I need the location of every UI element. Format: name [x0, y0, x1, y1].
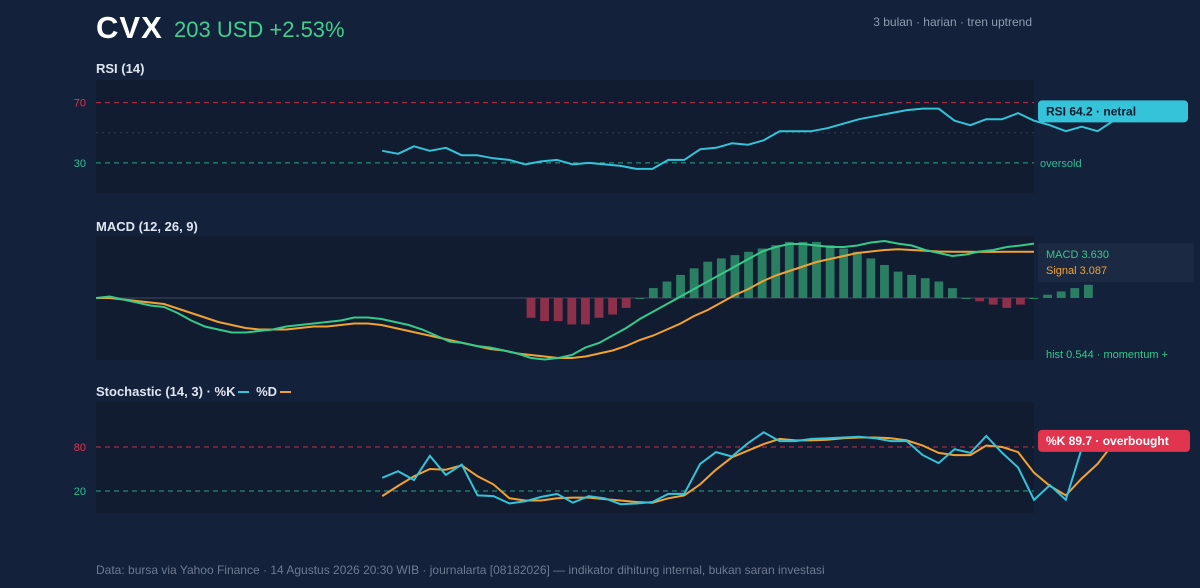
macd-histogram-bar — [635, 298, 645, 299]
stochastic-panel-title: Stochastic (14, 3) · %K %D — [96, 384, 294, 399]
macd-histogram-bar — [608, 298, 617, 315]
footer-source: Data: bursa via Yahoo Finance · 14 Agust… — [96, 563, 825, 577]
rsi-panel-bg — [96, 80, 1034, 193]
legend-d-label: %D — [256, 384, 278, 399]
macd-histogram-bar — [716, 258, 726, 298]
rsi-badge — [1038, 100, 1188, 123]
macd-histogram-bar — [648, 288, 658, 298]
macd-histogram-bar — [948, 288, 957, 298]
macd-histogram-bar — [771, 245, 781, 298]
macd-histogram-bar — [866, 258, 876, 298]
macd-histogram-bar — [1070, 288, 1080, 298]
macd-histogram-bar — [934, 281, 944, 298]
macd-histogram-bar — [621, 298, 631, 308]
signal-value-label: Signal 3.087 — [1046, 265, 1107, 277]
macd-histogram-bar — [580, 298, 590, 325]
macd-histogram-bar — [907, 274, 917, 298]
stochastic-panel-bg — [96, 402, 1034, 513]
stochastic-tick-20: 20 — [74, 486, 86, 498]
legend-k: %K — [215, 384, 253, 399]
macd-histogram-bar — [703, 261, 713, 298]
macd-value-label: MACD 3.630 — [1046, 249, 1109, 261]
macd-histogram-bar — [1015, 298, 1025, 305]
macd-line — [95, 239, 1035, 361]
macd-histogram-bar — [730, 255, 740, 298]
macd-histogram-bar — [1029, 298, 1039, 299]
macd-panel-title: MACD (12, 26, 9) — [96, 219, 198, 234]
macd-histogram-bar — [526, 298, 536, 318]
ticker-symbol: CVX — [96, 10, 163, 45]
rsi-tick-30: 30 — [74, 158, 86, 170]
legend-k-label: %K — [214, 384, 236, 399]
macd-histogram-bar — [852, 251, 862, 298]
macd-values-box — [1038, 243, 1194, 282]
histogram-value-label: hist 0.544 · momentum + — [1046, 349, 1168, 361]
rsi-panel-title: RSI (14) — [96, 61, 145, 76]
rsi-line — [382, 107, 1178, 170]
macd-histogram-bar — [662, 281, 672, 298]
macd-histogram-bar — [567, 298, 577, 325]
macd-histogram-bar — [812, 241, 821, 298]
macd-histogram-bar — [839, 248, 849, 298]
macd-histogram-bar — [975, 298, 985, 302]
macd-histogram-bar — [1002, 298, 1012, 308]
macd-histogram-bar — [1083, 284, 1093, 298]
stochastic-badge — [1038, 429, 1190, 452]
stochastic-title-text: Stochastic (14, 3) — [96, 384, 203, 399]
stochastic-k-line — [381, 431, 1146, 506]
macd-histogram-bar — [1056, 291, 1066, 298]
macd-histogram-bar — [893, 271, 903, 298]
macd-histogram-bar — [553, 298, 563, 322]
macd-histogram-bar — [920, 278, 930, 298]
timeframe-label: 3 bulan · harian · tren uptrend — [873, 15, 1032, 29]
signal-line — [96, 248, 1035, 359]
rsi-badge-text: RSI 64.2 · netral — [1046, 104, 1136, 118]
rsi-oversold-label: oversold — [1040, 158, 1082, 170]
stochastic-tick-80: 80 — [74, 442, 86, 454]
macd-histogram-bar — [988, 298, 998, 305]
legend-d: %D — [256, 384, 294, 399]
macd-histogram-bar — [744, 251, 753, 298]
macd-histogram-bar — [676, 274, 685, 298]
macd-histogram-bar — [798, 241, 808, 298]
price-change: 203 USD +2.53% — [174, 17, 345, 42]
legend-k-swatch — [238, 390, 250, 393]
rsi-tick-70: 70 — [74, 98, 86, 110]
macd-histogram-bar — [594, 298, 604, 318]
macd-histogram-bar — [689, 268, 699, 298]
macd-histogram-bar — [540, 298, 550, 322]
stochastic-badge-text: %K 89.7 · overbought — [1046, 434, 1169, 448]
stochastic-legend-sep: · — [206, 384, 215, 399]
legend-d-swatch — [280, 390, 292, 393]
macd-histogram-bar — [825, 245, 835, 298]
macd-histogram-bar — [880, 265, 889, 298]
macd-histogram-bar — [1043, 294, 1053, 298]
macd-histogram-bar — [961, 298, 971, 299]
macd-histogram-bar — [757, 248, 767, 298]
stochastic-d-line — [381, 436, 1146, 504]
